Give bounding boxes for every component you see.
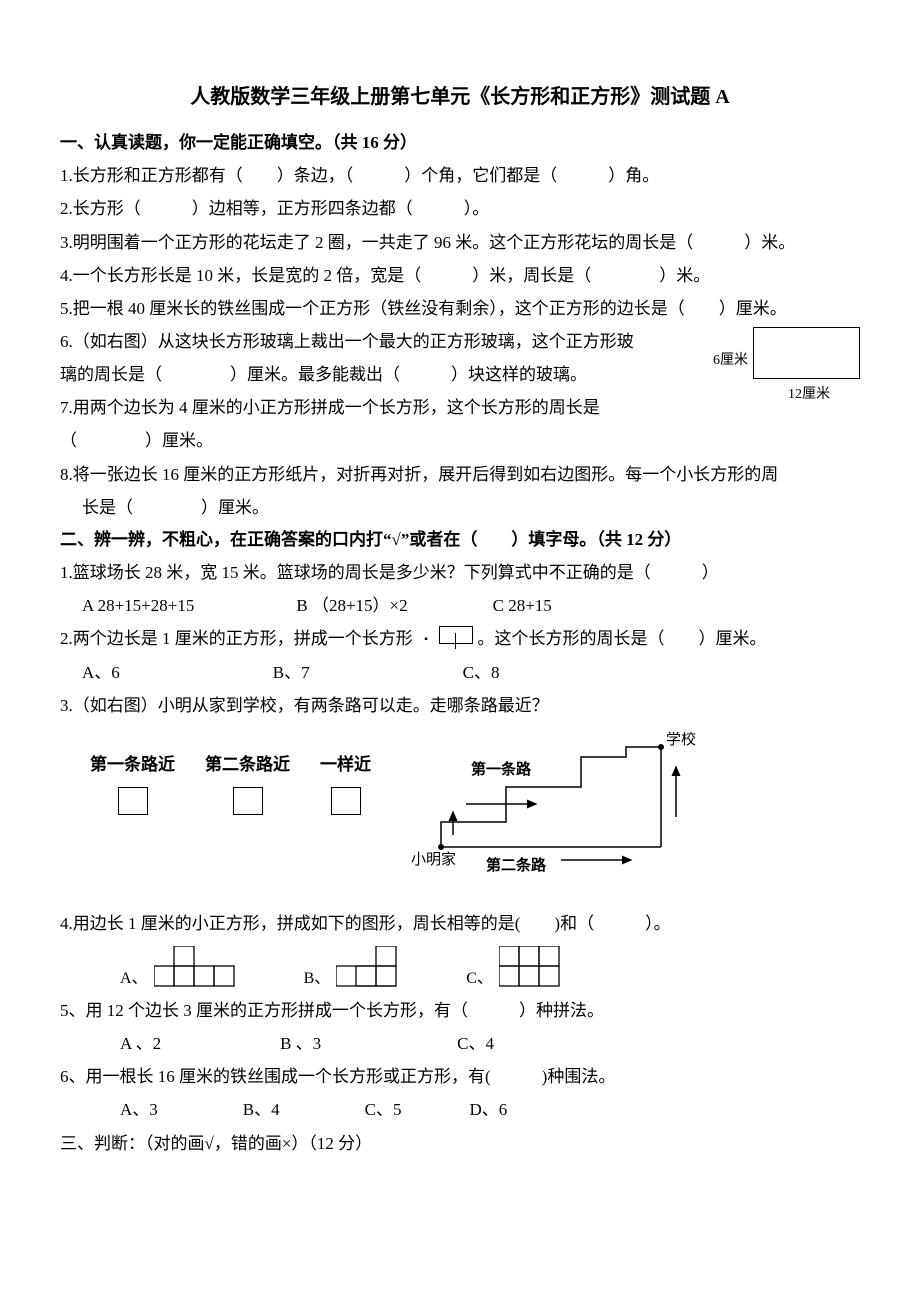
s1-q2: 2.长方形（ ）边相等，正方形四条边都（ ）。: [60, 192, 860, 225]
s2-q2-opts: A、6 B、7 C、8: [60, 656, 860, 689]
q3-choice-3: 一样近: [320, 750, 371, 815]
section2-head: 二、辨一辨，不粗心，在正确答案的口内打“√”或者在（ ）填字母。（共 12 分）: [60, 524, 860, 556]
two-square-rect-icon: [439, 626, 473, 644]
q4-item-c: C、: [466, 946, 569, 988]
s2-q4: 4.用边长 1 厘米的小正方形，拼成如下的图形，周长相等的是( )和（ ）。: [60, 907, 860, 940]
checkbox-2[interactable]: [233, 787, 263, 815]
s1-q8b: 长是（ ）厘米。: [60, 491, 860, 524]
s1-q6-wrap: 6.（如右图）从这块长方形玻璃上裁出一个最大的正方形玻璃，这个正方形玻 璃的周长…: [60, 325, 860, 424]
s2-q6-opts: A、3 B、4 C、5 D、6: [60, 1093, 860, 1126]
q4-item-b: B、: [304, 946, 407, 988]
q4-shape-b: [336, 946, 406, 988]
s2-q4-figs: A、 B、: [60, 946, 860, 988]
s2-q5-opts: A 、2 B 、3 C、4: [60, 1027, 860, 1060]
q3-choice-1-label: 第一条路近: [90, 750, 175, 775]
page: 人教版数学三年级上册第七单元《长方形和正方形》测试题 A 一、认真读题，你一定能…: [0, 0, 920, 1200]
checkbox-1[interactable]: [118, 787, 148, 815]
q4-label-b: B、: [304, 964, 331, 988]
s2-q2: 2.两个边长是 1 厘米的正方形，拼成一个长方形 ▪ 。这个长方形的周长是（ ）…: [60, 622, 860, 655]
q3-path2-label: 第二条路: [486, 856, 547, 872]
q6-label-6cm: 6厘米: [713, 349, 748, 369]
section3-head: 三、判断：（对的画√，错的画×）（12 分）: [60, 1127, 860, 1160]
s2-q3: 3.（如右图）小明从家到学校，有两条路可以走。走哪条路最近？: [60, 689, 860, 722]
q4-label-a: A、: [120, 964, 148, 988]
s2-q5: 5、用 12 个边长 3 厘米的正方形拼成一个长方形，有（ ）种拼法。: [60, 994, 860, 1027]
q3-choice-3-label: 一样近: [320, 750, 371, 775]
center-dot-icon: ▪: [421, 630, 431, 650]
q3-choice-2-label: 第二条路近: [205, 750, 290, 775]
s2-q2b: 。这个长方形的周长是（ ）厘米。: [478, 629, 767, 648]
q4-shape-c: [499, 946, 569, 988]
s2-q6: 6、用一根长 16 厘米的铁丝围成一个长方形或正方形，有( )种围法。: [60, 1060, 860, 1093]
checkbox-3[interactable]: [331, 787, 361, 815]
q4-label-c: C、: [466, 964, 493, 988]
s1-q6-figure: 6厘米 12厘米: [710, 327, 860, 397]
q3-choice-1: 第一条路近: [90, 750, 175, 815]
section1-head: 一、认真读题，你一定能正确填空。（共 16 分）: [60, 127, 860, 159]
q3-choice-2: 第二条路近: [205, 750, 290, 815]
q6-label-12cm: 12厘米: [788, 383, 830, 403]
q4-shape-a: [154, 946, 244, 988]
s2-q1-opts: A 28+15+28+15 B （28+15）×2 C 28+15: [60, 589, 860, 622]
s1-q5: 5.把一根 40 厘米长的铁丝围成一个正方形（铁丝没有剩余），这个正方形的边长是…: [60, 292, 860, 325]
s2-q1: 1.篮球场长 28 米，宽 15 米。篮球场的周长是多少米？下列算式中不正确的是…: [60, 556, 860, 589]
s2-q3-block: 第一条路近 第二条路近 一样近: [60, 732, 860, 877]
q3-path1-label: 第一条路: [471, 760, 532, 778]
s1-q8a: 8.将一张边长 16 厘米的正方形纸片，对折再对折，展开后得到如右边图形。每一个…: [60, 458, 860, 491]
q3-choices: 第一条路近 第二条路近 一样近: [60, 732, 371, 815]
s1-q4: 4.一个长方形长是 10 米，长是宽的 2 倍，宽是（ ）米，周长是（ ）米。: [60, 259, 860, 292]
q4-item-a: A、: [120, 946, 244, 988]
q3-home-label: 小明家: [411, 851, 456, 868]
s1-q1: 1.长方形和正方形都有（ ）条边，（ ）个角，它们都是（ ）角。: [60, 159, 860, 192]
doc-title: 人教版数学三年级上册第七单元《长方形和正方形》测试题 A: [60, 80, 860, 109]
q3-school-label: 学校: [666, 732, 696, 748]
s2-q2a: 2.两个边长是 1 厘米的正方形，拼成一个长方形: [60, 629, 417, 648]
s1-q3: 3.明明围着一个正方形的花坛走了 2 圈，一共走了 96 米。这个正方形花坛的周…: [60, 226, 860, 259]
q6-rect: [753, 327, 860, 379]
q3-map-figure: 第一条路 学校 小明家 第二条路: [411, 732, 711, 877]
s1-q7b: （ ）厘米。: [60, 424, 860, 457]
